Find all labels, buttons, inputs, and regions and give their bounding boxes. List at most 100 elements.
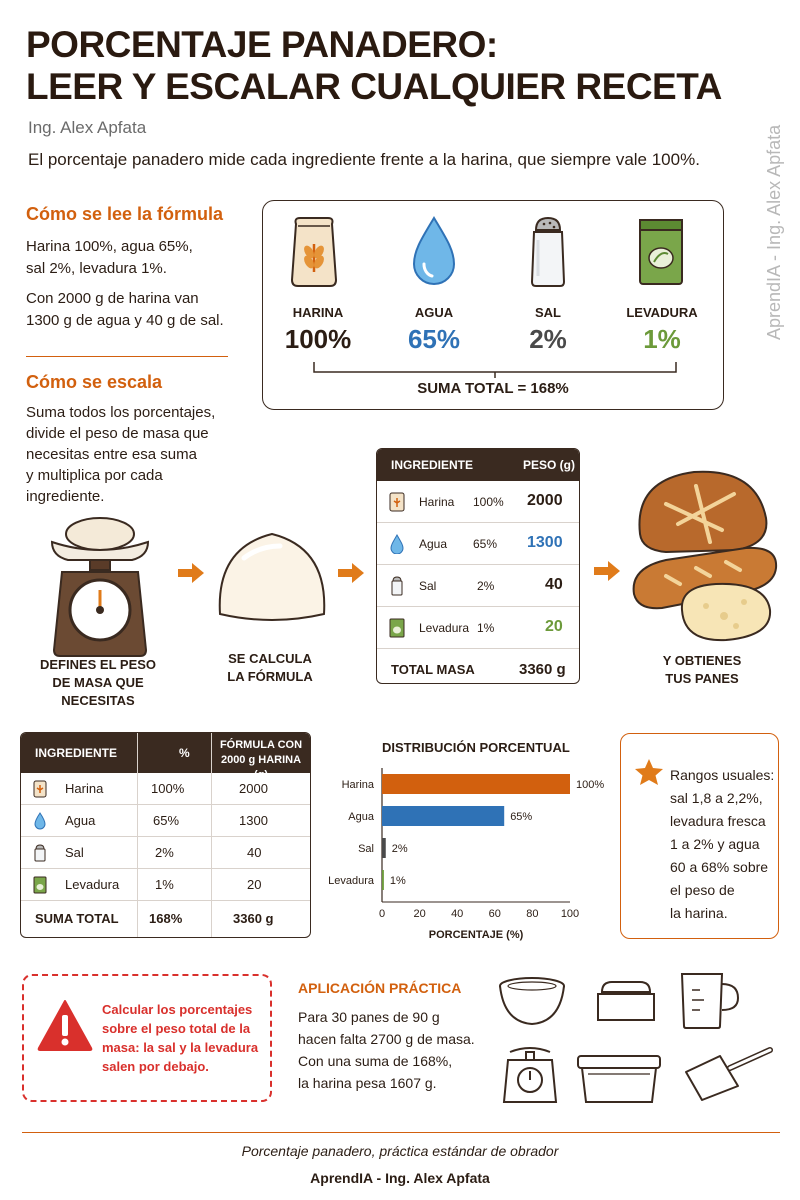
escala-title: Cómo se escala (26, 372, 163, 392)
star-icon (635, 759, 663, 785)
formula-name: Agua (65, 813, 96, 828)
warning-line: Calcular los porcentajes (102, 1002, 253, 1017)
chart-tick-label: 20 (413, 908, 425, 920)
chart-tick-label: 40 (451, 908, 463, 920)
distribution-chart: Harina 100% Agua 65% Sal 2% Levadura 1% 0 20 40 60… (328, 768, 604, 941)
footer-credit: AprendIA - Ing. Alex Apfata (310, 1170, 490, 1186)
formula-value: 2000 (239, 781, 268, 796)
flour-sack-icon (290, 217, 338, 287)
weights-name: Harina (419, 495, 455, 509)
application-text: Para 30 panes de 90 g hacen falta 2700 g… (298, 1006, 488, 1094)
chart-category-label: Harina (342, 779, 375, 791)
formula-head-line1: FÓRMULA CON (219, 739, 303, 751)
bread-loaves-icon (632, 470, 778, 642)
ranges-text: Rangos usuales: sal 1,8 a 2,2%, levadura… (670, 764, 776, 925)
application-line: hacen falta 2700 g de masa. (298, 1031, 475, 1047)
column-divider (137, 733, 138, 937)
warning-text: Calcular los porcentajes sobre el peso t… (102, 1000, 270, 1076)
table-row: Agua 65% 1300 (377, 523, 579, 565)
formula-total-row: SUMA TOTAL 168% 3360 g (21, 901, 310, 937)
table-row: Harina 100% 2000 (377, 481, 579, 523)
warning-line: masa: la sal y la levadura (102, 1040, 259, 1055)
formula-head-formula: FÓRMULA CON 2000 g HARINA (g) (213, 738, 309, 783)
formula-name: Sal (65, 845, 84, 860)
weights-total-value: 3360 g (519, 661, 566, 678)
arrow-right-icon (594, 561, 620, 581)
ranges-line: 60 a 68% sobre (670, 859, 769, 875)
application-line: Con una suma de 168%, (298, 1053, 453, 1069)
chart-x-label: PORCENTAJE (%) (429, 929, 524, 941)
lee-paragraph-2: Con 2000 g de harina van 1300 g de agua … (26, 288, 224, 332)
formula-total-pct: 168% (149, 911, 183, 926)
section-divider (26, 356, 228, 357)
yeast-package-icon (639, 219, 683, 285)
weights-head-weight: PESO (g) (523, 458, 576, 472)
formula-pct-agua: 65% (407, 324, 461, 354)
formula-pct-harina: 100% (284, 324, 352, 354)
formula-item-agua: AGUA 65% (384, 305, 484, 355)
chart-tick-label: 0 (379, 908, 385, 920)
watermark-text: AprendIA - Ing. Alex Apfata (764, 124, 784, 340)
chart-value-label: 65% (510, 811, 532, 823)
table-row: Levadura 1% 20 (21, 869, 310, 901)
chart-bar (382, 774, 570, 794)
flow-step-1: DEFINES EL PESO DE MASA QUE NECESITAS (18, 656, 178, 710)
weights-name: Sal (419, 579, 437, 593)
formula-total-value: 3360 g (233, 911, 274, 926)
scale-icon (502, 1047, 558, 1103)
salt-shaker-icon (34, 844, 46, 862)
water-drop-icon (412, 216, 456, 285)
chart-category-label: Levadura (328, 875, 375, 887)
formula-table-header: INGREDIENTE % FÓRMULA CON 2000 g HARINA … (21, 733, 310, 781)
weights-pct: 65% (473, 537, 498, 551)
escala-paragraph: Suma todos los porcentajes, divide el pe… (26, 402, 215, 507)
salt-shaker-icon (530, 216, 566, 287)
formula-label-levadura: LEVADURA (626, 305, 698, 320)
formula-label-harina: HARINA (292, 305, 344, 320)
formula-value: 1300 (239, 813, 268, 828)
column-divider (211, 733, 212, 937)
ranges-line: levadura fresca (670, 813, 766, 829)
chart-tick-label: 100 (561, 908, 579, 920)
formula-pct: 100% (151, 781, 185, 796)
yeast-package-icon (33, 876, 47, 894)
weights-pct: 1% (477, 621, 495, 635)
arrow-right-icon (338, 563, 364, 583)
yeast-package-icon (389, 618, 405, 638)
footer-caption: Porcentaje panadero, práctica estándar d… (241, 1143, 559, 1159)
ranges-line: el peso de (670, 882, 735, 898)
water-drop-icon (34, 812, 46, 830)
warning-icon (37, 1000, 93, 1051)
table-row: Sal 2% 40 (21, 837, 310, 869)
table-row: Harina 100% 2000 (21, 773, 310, 805)
weights-value: 2000 (527, 492, 563, 509)
warning-box (22, 974, 272, 1102)
formula-pct: 2% (155, 845, 174, 860)
weights-name: Levadura (419, 621, 470, 635)
lee-p1-line1: Harina 100%, agua 65%, (26, 238, 193, 255)
dough-ball-icon (218, 532, 326, 621)
weights-value: 40 (545, 576, 563, 593)
escala-line1: Suma todos los porcentajes, (26, 404, 216, 421)
weights-total-label: TOTAL MASA (391, 662, 475, 677)
formula-value: 40 (247, 845, 262, 860)
page-title: PORCENTAJE PANADERO: LEER Y ESCALAR CUAL… (26, 24, 746, 108)
escala-line4: y multiplica por cada (26, 467, 163, 484)
sum-bracket (313, 362, 677, 378)
weights-value: 20 (545, 618, 563, 635)
chart-bar (382, 870, 384, 890)
formula-item-levadura: LEVADURA 1% (612, 305, 712, 355)
chart-tick-label: 60 (489, 908, 501, 920)
formula-table: INGREDIENTE % FÓRMULA CON 2000 g HARINA … (20, 732, 311, 938)
chart-category-label: Agua (348, 811, 375, 823)
table-row: Levadura 1% 20 (377, 607, 579, 649)
flow-step-3-line1: Y OBTIENES (662, 653, 742, 668)
application-title: APLICACIÓN PRÁCTICA (298, 980, 462, 996)
lee-p1-line2: sal 2%, levadura 1%. (26, 260, 167, 277)
weights-total-row: TOTAL MASA 3360 g (377, 649, 579, 683)
weights-pct: 100% (473, 495, 504, 509)
lee-p2-line2: 1300 g de agua y 40 g de sal. (26, 312, 224, 329)
formula-pct-sal: 2% (529, 324, 567, 354)
mixing-bowl-icon (499, 977, 565, 1026)
application-line: Para 30 panes de 90 g (298, 1009, 440, 1025)
